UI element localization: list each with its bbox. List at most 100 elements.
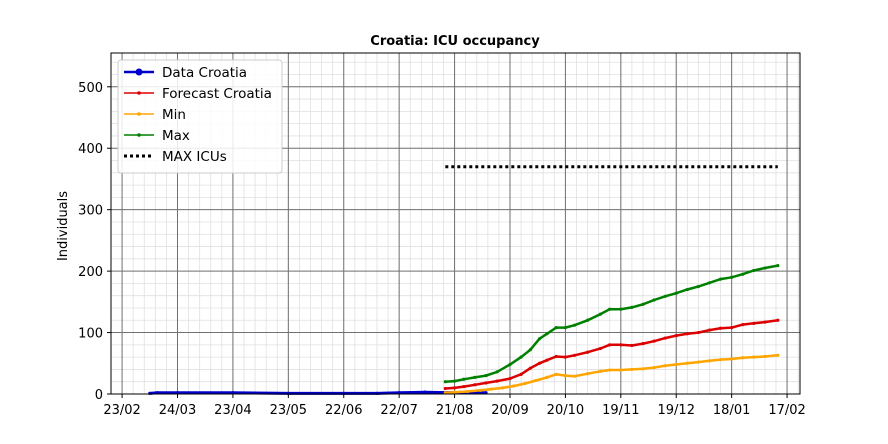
data-point-max xyxy=(598,312,603,316)
data-point-min xyxy=(619,368,623,372)
data-point-forecast-croatia xyxy=(598,346,603,351)
data-point-min xyxy=(608,368,612,372)
data-point-max xyxy=(718,277,723,281)
x-tick-label: 20/09 xyxy=(491,403,528,418)
data-point-forecast-croatia xyxy=(554,354,558,359)
data-point-max xyxy=(473,375,477,380)
data-point-max xyxy=(443,380,447,384)
data-point-max xyxy=(462,377,466,381)
legend-box xyxy=(117,59,283,174)
data-point-max xyxy=(563,326,568,330)
data-point-max xyxy=(652,298,656,302)
y-tick-label: 300 xyxy=(78,204,103,219)
data-point-max xyxy=(741,272,745,276)
data-point-data-croatia xyxy=(148,391,152,395)
series-line-data-croatia xyxy=(149,390,486,395)
data-point-forecast-croatia xyxy=(608,343,612,347)
x-tick-label: 23/02 xyxy=(103,403,140,418)
data-point-min xyxy=(741,356,745,360)
data-point-data-croatia xyxy=(423,390,427,394)
data-point-forecast-croatia xyxy=(563,355,568,359)
data-point-forecast-croatia xyxy=(537,361,542,365)
data-point-max xyxy=(619,307,623,311)
data-point-forecast-croatia xyxy=(495,379,499,383)
x-tick-label: 20/10 xyxy=(547,403,584,418)
data-point-max xyxy=(674,291,678,295)
data-point-max xyxy=(730,275,734,279)
data-point-min xyxy=(452,390,457,394)
data-point-min xyxy=(512,384,516,388)
x-tick-label: 19/11 xyxy=(602,403,639,418)
data-point-forecast-croatia xyxy=(585,350,590,354)
legend-marker-forecast-croatia xyxy=(137,91,141,95)
data-point-min xyxy=(641,367,645,371)
data-point-min xyxy=(630,367,634,372)
y-tick-label: 200 xyxy=(78,265,103,280)
data-point-min xyxy=(663,364,667,368)
data-point-data-croatia xyxy=(375,391,379,395)
x-tick-label: 22/07 xyxy=(380,403,417,418)
data-point-forecast-croatia xyxy=(674,334,678,338)
x-tick-label: 19/12 xyxy=(658,403,695,418)
data-point-forecast-croatia xyxy=(619,343,623,347)
data-point-max xyxy=(452,379,457,383)
x-tick-label: 22/06 xyxy=(325,403,362,418)
data-point-max xyxy=(763,266,767,270)
y-tick-label: 0 xyxy=(95,388,103,403)
data-point-max xyxy=(707,281,712,285)
data-point-forecast-croatia xyxy=(528,366,532,370)
data-point-max xyxy=(608,307,612,311)
data-point-max xyxy=(641,302,645,306)
x-tick-label: 21/08 xyxy=(436,403,473,418)
data-point-max xyxy=(495,370,499,374)
data-point-min xyxy=(523,381,527,386)
data-point-forecast-croatia xyxy=(707,328,712,332)
data-point-min xyxy=(585,372,590,376)
data-point-min xyxy=(534,378,538,383)
axis-ticks: 23/02 24/03 23/04 23/05 22/06 22/07 21/08 20/09… xyxy=(78,81,806,418)
legend: Data Croatia Forecast Croatia Min Max MAX IC… xyxy=(117,59,283,174)
data-point-forecast-croatia xyxy=(741,322,745,327)
data-point-max xyxy=(585,318,590,322)
legend-label-min: Min xyxy=(162,107,186,123)
y-axis-label: Individuals xyxy=(56,191,71,261)
data-point-forecast-croatia xyxy=(473,383,477,387)
data-point-min xyxy=(696,360,701,364)
data-point-forecast-croatia xyxy=(573,353,577,357)
legend-marker-min xyxy=(137,112,141,116)
series-layer xyxy=(148,165,780,395)
data-point-max xyxy=(573,323,577,327)
data-point-forecast-croatia xyxy=(718,326,723,330)
data-point-max xyxy=(776,263,780,268)
plot-frame xyxy=(110,52,801,395)
data-point-min xyxy=(573,374,577,378)
x-tick-label: 23/04 xyxy=(214,403,251,418)
legend-marker-data-croatia xyxy=(135,68,143,76)
data-point-max xyxy=(554,326,558,330)
legend-marker-max xyxy=(137,133,141,137)
data-point-min xyxy=(752,355,756,359)
data-point-forecast-croatia xyxy=(696,330,701,335)
data-point-max xyxy=(630,305,634,309)
data-point-min xyxy=(598,369,603,373)
data-point-min xyxy=(674,362,678,367)
chart-title: Croatia: ICU occupancy xyxy=(370,34,540,49)
x-tick-label: 17/02 xyxy=(768,403,805,418)
legend-label-max-icus: MAX ICUs xyxy=(162,149,227,165)
data-point-max xyxy=(484,373,488,378)
data-point-forecast-croatia xyxy=(443,386,447,391)
major-grid xyxy=(111,53,800,395)
data-point-forecast-croatia xyxy=(752,321,756,325)
x-tick-label: 23/05 xyxy=(270,403,307,418)
data-point-max xyxy=(537,337,542,341)
data-point-min xyxy=(465,389,470,394)
data-point-forecast-croatia xyxy=(452,386,457,390)
data-point-max xyxy=(685,287,689,292)
data-point-forecast-croatia xyxy=(641,342,645,346)
data-point-forecast-croatia xyxy=(630,343,634,348)
data-point-min xyxy=(489,387,494,391)
data-point-max xyxy=(528,348,532,352)
data-point-min xyxy=(478,388,483,392)
data-point-max xyxy=(663,294,667,298)
